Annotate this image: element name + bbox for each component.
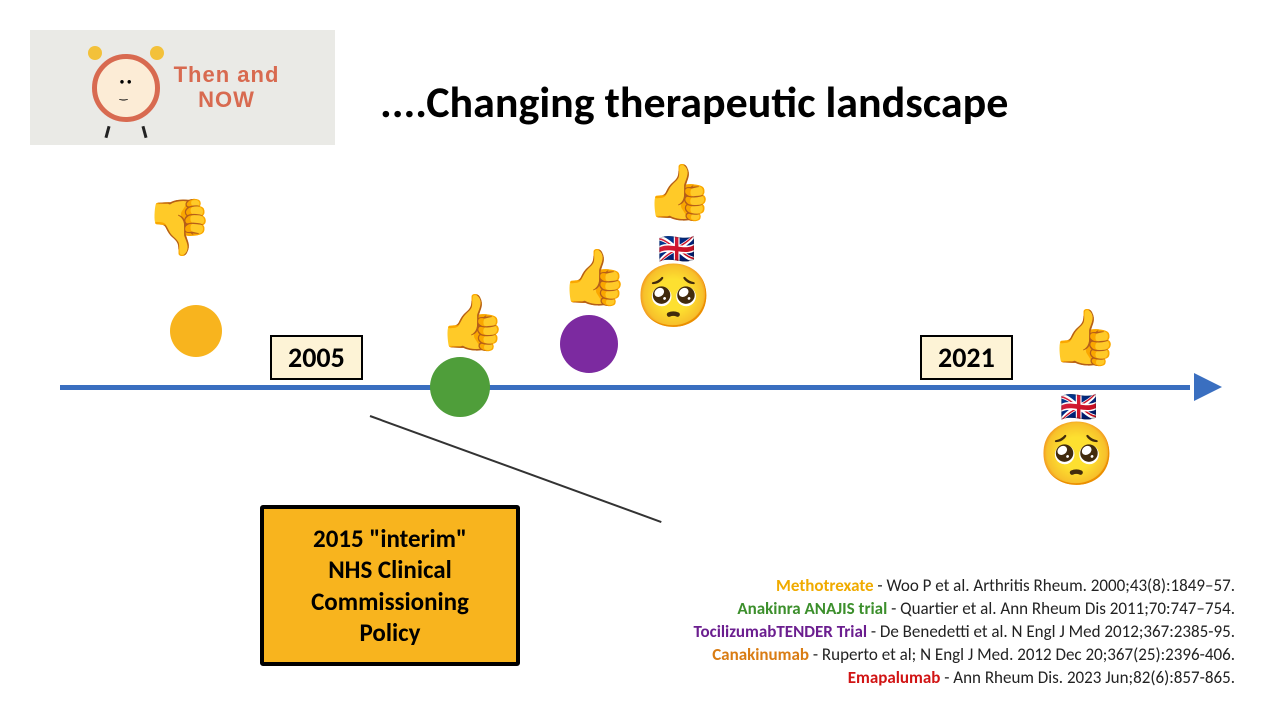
ref-cite: - Ruperto et al; N Engl J Med. 2012 Dec … <box>809 644 1235 665</box>
page-title: ....Changing therapeutic landscape <box>380 75 1008 129</box>
timeline-arrowhead <box>1194 373 1222 401</box>
thumb-up-icon: 👍 <box>560 250 628 305</box>
dot-tocilizumab <box>560 315 618 373</box>
dot-methotrexate <box>170 305 222 357</box>
then-and-now-logo: • •‿ Then and NOW <box>30 30 335 145</box>
callout-line4: Policy <box>274 617 506 648</box>
callout-line2: NHS Clinical <box>274 554 506 585</box>
year-2005: 2005 <box>270 335 363 380</box>
ref-row: Anakinra ANAJIS trial - Quartier et al. … <box>694 598 1236 621</box>
logo-line2: NOW <box>174 88 280 112</box>
sad-face-icon: 🥺 <box>1038 423 1115 485</box>
ref-row: TocilizumabTENDER Trial - De Benedetti e… <box>694 621 1236 644</box>
ref-drug: Anakinra ANAJIS trial <box>737 598 887 619</box>
thumb-up-icon: 👍 <box>438 295 506 350</box>
ref-cite: - Woo P et al. Arthritis Rheum. 2000;43(… <box>874 575 1235 596</box>
sad-face-icon: 🥺 <box>635 265 712 327</box>
ref-drug: Methotrexate <box>776 575 874 596</box>
thumb-down-icon: 👎 <box>145 200 213 255</box>
ref-drug: TocilizumabTENDER Trial <box>694 621 868 642</box>
references: Methotrexate - Woo P et al. Arthritis Rh… <box>694 575 1236 690</box>
year-2021: 2021 <box>920 335 1013 380</box>
ref-row: Methotrexate - Woo P et al. Arthritis Rh… <box>694 575 1236 598</box>
ref-cite: - Quartier et al. Ann Rheum Dis 2011;70:… <box>887 598 1235 619</box>
thumb-up-icon: 👍 <box>1050 310 1118 365</box>
callout-nhs-policy: 2015 "interim" NHS Clinical Commissionin… <box>260 505 520 666</box>
thumb-up-icon: 👍 <box>645 165 713 220</box>
ref-drug: Emapalumab <box>848 667 941 688</box>
callout-line1: 2015 "interim" <box>274 523 506 554</box>
ref-cite: - Ann Rheum Dis. 2023 Jun;82(6):857-865. <box>940 667 1235 688</box>
callout-line3: Commissioning <box>274 586 506 617</box>
dot-anakinra <box>430 357 490 417</box>
logo-text: Then and NOW <box>174 63 280 111</box>
ref-row: Canakinumab - Ruperto et al; N Engl J Me… <box>694 644 1236 667</box>
ref-row: Emapalumab - Ann Rheum Dis. 2023 Jun;82(… <box>694 667 1236 690</box>
timeline-axis <box>60 385 1190 390</box>
ref-cite: - De Benedetti et al. N Engl J Med 2012;… <box>867 621 1235 642</box>
logo-line1: Then and <box>174 63 280 87</box>
ref-drug: Canakinumab <box>712 644 809 665</box>
clock-icon: • •‿ <box>86 48 166 128</box>
